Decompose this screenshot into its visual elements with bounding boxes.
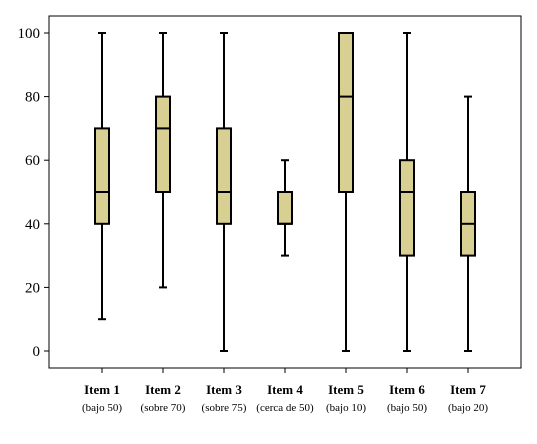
box-item [399, 32, 415, 352]
box-item [277, 159, 293, 257]
y-tick-label: 20 [25, 280, 40, 296]
x-category-label: Item 5 [328, 382, 364, 397]
box-body [338, 32, 354, 193]
x-category-label: Item 7 [450, 382, 486, 397]
box-item [216, 32, 232, 352]
x-category-sublabel: (bajo 20) [448, 402, 488, 414]
x-category-label: Item 6 [389, 382, 425, 397]
y-tick-label: 0 [33, 344, 41, 360]
x-category-sublabel: (cerca de 50) [256, 402, 314, 414]
y-tick-label: 80 [25, 90, 40, 106]
y-tick-label: 40 [25, 217, 40, 233]
box-item [338, 32, 354, 352]
y-tick-label: 60 [25, 153, 40, 169]
box-series [94, 32, 476, 352]
box-item [155, 32, 171, 289]
box-body [399, 159, 415, 257]
x-category-sublabel: (sobre 75) [202, 402, 247, 414]
x-category-label: Item 2 [145, 382, 181, 397]
box-body [277, 191, 293, 225]
x-category-sublabel: (bajo 50) [82, 402, 122, 414]
x-category-label: Item 1 [84, 382, 120, 397]
x-category-sublabel: (sobre 70) [141, 402, 186, 414]
box-body [155, 95, 171, 193]
y-axis: 0 20 40 60 80 100 [18, 26, 49, 360]
box-item [94, 32, 110, 321]
box-body [216, 127, 232, 225]
box-body [94, 127, 110, 225]
x-category-label: Item 3 [206, 382, 242, 397]
x-axis: Item 1 (bajo 50) Item 2 (sobre 70) Item 3 (so… [82, 368, 488, 414]
x-category-sublabel: (bajo 50) [387, 402, 427, 414]
x-category-label: Item 4 [267, 382, 303, 397]
box-item [460, 95, 476, 352]
x-category-sublabel: (bajo 10) [326, 402, 366, 414]
y-tick-label: 100 [18, 26, 41, 42]
